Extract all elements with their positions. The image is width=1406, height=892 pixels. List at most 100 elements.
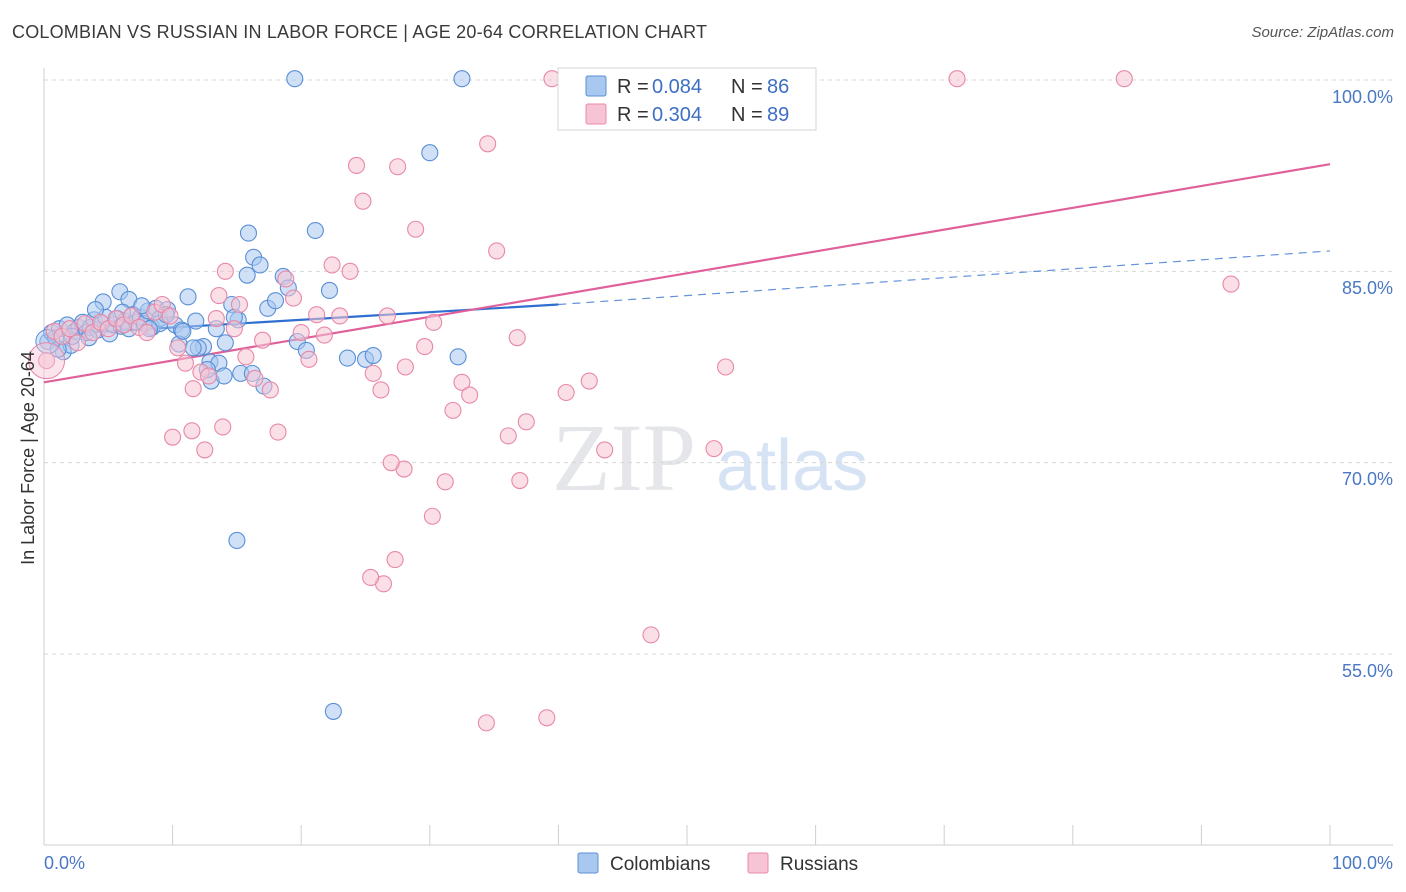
bottom-legend-swatch-russians bbox=[747, 852, 769, 874]
legend-n-value-colombians: 86 bbox=[767, 76, 789, 98]
russians-point-73 bbox=[382, 454, 400, 472]
russians-point-40 bbox=[341, 262, 359, 280]
trend-line-colombians-dashed bbox=[558, 250, 1331, 306]
russians-point-85 bbox=[164, 428, 182, 446]
y-tick-label-100: 100.0% bbox=[1332, 87, 1393, 107]
trend-line-russians bbox=[43, 163, 1331, 384]
russians-point-75 bbox=[386, 551, 404, 569]
russians-point-4 bbox=[68, 334, 86, 352]
russians-point-69 bbox=[948, 70, 966, 88]
legend-n-label-russians: N = bbox=[731, 104, 763, 126]
russians-point-55 bbox=[479, 135, 497, 153]
colombians-point-46 bbox=[238, 266, 256, 284]
chart-title: COLOMBIAN VS RUSSIAN IN LABOR FORCE | AG… bbox=[12, 22, 708, 42]
colombians-point-84 bbox=[286, 70, 304, 88]
watermark-zip: ZIP bbox=[552, 404, 696, 511]
colombians-point-60 bbox=[421, 144, 439, 162]
russians-point-59 bbox=[538, 709, 556, 727]
russians-point-76 bbox=[362, 568, 380, 587]
russians-point-84 bbox=[508, 329, 526, 347]
x-tick-label-100: 100.0% bbox=[1332, 853, 1393, 873]
bottom-legend-swatch-colombians bbox=[577, 852, 599, 874]
legend-swatch-russians bbox=[585, 103, 607, 125]
legend-r-label-russians: R = bbox=[617, 104, 649, 126]
legend-swatch-colombians bbox=[585, 75, 607, 97]
colombians-point-59 bbox=[364, 346, 382, 365]
russians-point-87 bbox=[196, 441, 214, 459]
bottom-legend: Colombians Russians bbox=[577, 852, 858, 875]
legend-box: R = 0.084 N = 86 R = 0.304 N = 89 bbox=[557, 67, 817, 131]
colombians-point-69 bbox=[174, 322, 192, 340]
y-tick-label-55: 55.0% bbox=[1342, 661, 1393, 681]
legend-r-value-russians: 0.304 bbox=[652, 104, 702, 126]
russians-point-28 bbox=[246, 369, 264, 388]
russians-point-19 bbox=[184, 380, 202, 398]
russians-point-37 bbox=[315, 326, 333, 344]
russians-point-70 bbox=[1115, 70, 1133, 88]
russians-point-26 bbox=[230, 295, 249, 314]
russians-point-3 bbox=[61, 320, 79, 338]
russians-point-17 bbox=[169, 339, 187, 357]
russians-point-41 bbox=[347, 156, 366, 175]
russians-point-56 bbox=[488, 242, 506, 260]
russians-point-54 bbox=[461, 386, 479, 404]
russians-point-48 bbox=[407, 220, 425, 238]
legend-n-value-russians: 89 bbox=[767, 104, 789, 126]
russians-point-47 bbox=[396, 358, 414, 376]
russians-point-49 bbox=[416, 338, 434, 356]
x-tick-label-0: 0.0% bbox=[44, 853, 85, 873]
russians-point-80 bbox=[642, 626, 660, 644]
russians-point-86 bbox=[183, 422, 201, 440]
colombians-point-55 bbox=[306, 221, 324, 240]
russians-point-45 bbox=[378, 307, 396, 325]
russians-point-27 bbox=[237, 348, 255, 366]
source-label: Source: ZipAtlas.com bbox=[1251, 24, 1394, 41]
colombians-point-83 bbox=[228, 531, 246, 550]
russians-point-24 bbox=[216, 262, 234, 280]
russians-point-79 bbox=[517, 413, 535, 431]
y-tick-label-70: 70.0% bbox=[1342, 469, 1393, 489]
russians-point-25 bbox=[225, 320, 243, 338]
colombians-point-56 bbox=[320, 281, 339, 300]
russians-point-77 bbox=[423, 507, 441, 525]
russians-point-44 bbox=[372, 381, 390, 399]
colombians-point-50 bbox=[266, 292, 285, 310]
colombians-point-38 bbox=[179, 288, 197, 306]
series-russians bbox=[28, 70, 1240, 732]
russians-point-81 bbox=[705, 440, 723, 458]
russians-point-51 bbox=[436, 473, 454, 491]
russians-point-46 bbox=[389, 158, 407, 176]
russians-point-82 bbox=[717, 358, 735, 376]
russians-point-52 bbox=[444, 401, 462, 419]
russians-point-34 bbox=[292, 324, 310, 342]
russians-point-50 bbox=[425, 313, 443, 331]
legend-r-label-colombians: R = bbox=[617, 76, 649, 98]
russians-point-38 bbox=[323, 256, 341, 274]
russians-point-16 bbox=[161, 307, 179, 325]
russians-point-58 bbox=[511, 471, 529, 490]
russians-point-18 bbox=[176, 354, 195, 372]
colombians-point-39 bbox=[187, 312, 205, 330]
russians-point-30 bbox=[261, 381, 279, 399]
colombians-point-57 bbox=[338, 349, 357, 367]
bottom-legend-colombians: Colombians bbox=[610, 854, 710, 875]
legend-r-value-colombians: 0.084 bbox=[652, 76, 702, 98]
russians-point-62 bbox=[596, 441, 614, 459]
russians-cluster-marker bbox=[28, 342, 66, 380]
watermark-atlas: atlas bbox=[716, 426, 868, 506]
y-axis-label: In Labor Force | Age 20-64 bbox=[18, 351, 38, 565]
russians-point-32 bbox=[277, 270, 295, 288]
colombians-point-43 bbox=[216, 334, 234, 352]
russians-point-31 bbox=[269, 423, 287, 441]
trend-lines bbox=[43, 163, 1331, 384]
russians-point-71 bbox=[1222, 275, 1240, 293]
legend-n-label-colombians: N = bbox=[731, 76, 763, 98]
colombians-point-81 bbox=[239, 224, 258, 242]
russians-point-61 bbox=[580, 372, 598, 390]
russians-point-39 bbox=[331, 307, 349, 325]
colombians-point-70 bbox=[184, 339, 202, 357]
russians-point-43 bbox=[364, 364, 382, 382]
russians-point-42 bbox=[354, 192, 372, 210]
colombians-point-82 bbox=[324, 702, 342, 720]
